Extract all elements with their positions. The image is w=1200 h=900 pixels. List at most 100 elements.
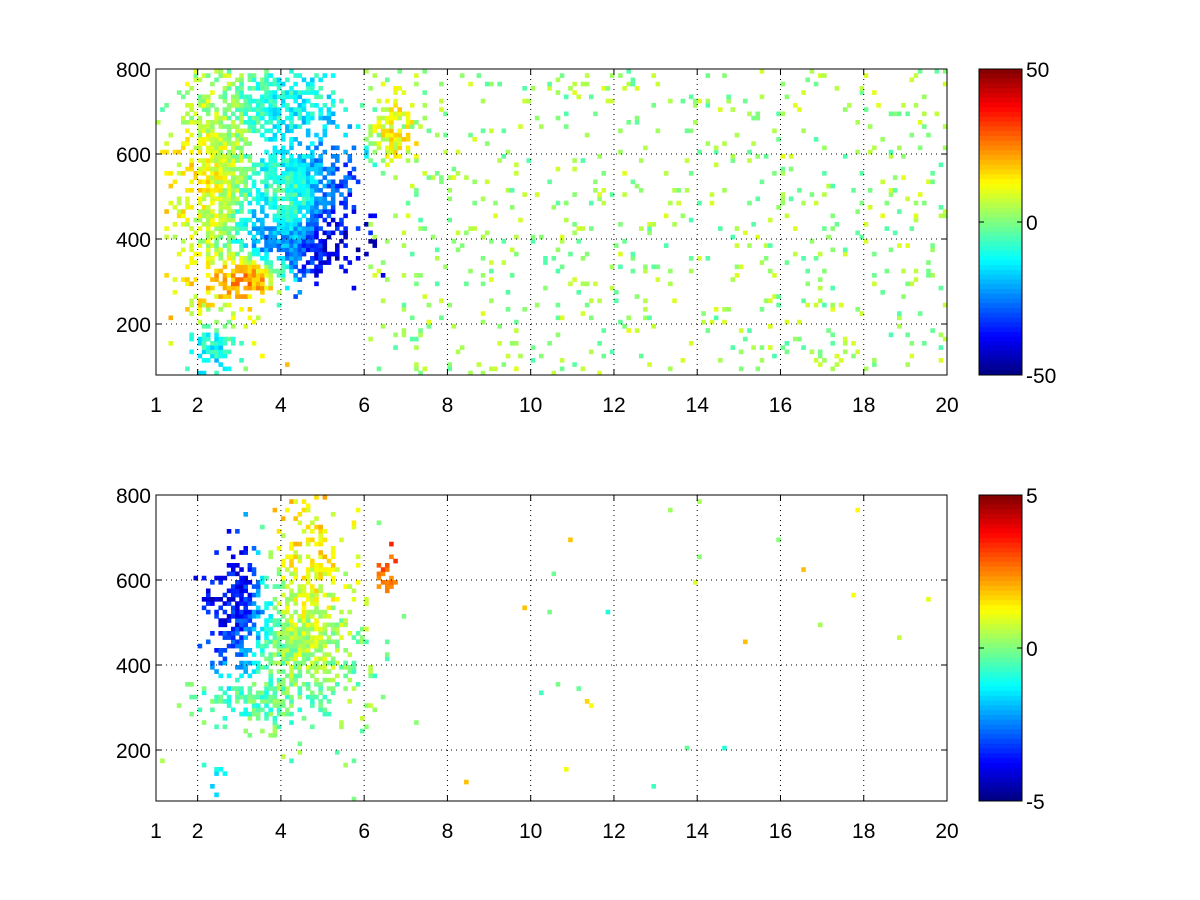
heatmap-cell-349 [222, 324, 228, 329]
heatmap-cell-47 [218, 694, 224, 700]
heatmap-cell-136 [197, 115, 203, 121]
heatmap-cell-2019 [897, 243, 902, 248]
heatmap-cell-317 [218, 217, 224, 223]
heatmap-cell-730 [264, 192, 269, 197]
heatmap-cell-106 [230, 584, 236, 589]
heatmap-cell-79 [189, 188, 194, 193]
heatmap-cell-186 [243, 512, 248, 517]
heatmap-cell-319 [218, 209, 224, 214]
heatmap-cell-346 [276, 584, 282, 589]
heatmap-cell-2044 [913, 200, 919, 206]
heatmap-cell-13 [201, 686, 207, 691]
heatmap-cell-629 [251, 251, 257, 257]
heatmap-cell-1908 [801, 90, 806, 95]
heatmap-cell-562 [243, 260, 248, 265]
heatmap-cell-257 [214, 370, 219, 376]
heatmap-cell-1263 [335, 188, 340, 193]
heatmap-cell-767 [268, 196, 273, 202]
heatmap-cell-63 [185, 90, 190, 95]
heatmap-cell-539 [239, 145, 244, 151]
heatmap-cell-559 [243, 273, 248, 278]
heatmap-cell-1072 [305, 239, 311, 244]
heatmap-cell-1807 [718, 107, 723, 112]
heatmap-cell-306 [218, 307, 224, 312]
heatmap-cell-1586 [514, 234, 519, 240]
heatmap-cell-176 [243, 609, 248, 615]
heatmap-cell-750 [264, 73, 269, 78]
heatmap-cell-254 [260, 652, 265, 657]
heatmap-cell-1327 [368, 230, 373, 236]
heatmap-cell-661 [326, 605, 332, 611]
heatmap-cell-1691 [601, 86, 607, 91]
heatmap-cell-543 [239, 120, 244, 125]
heatmap-cell-2076 [938, 162, 944, 168]
heatmap-cell-1897 [792, 226, 798, 231]
heatmap-cell-1326 [368, 239, 373, 244]
heatmap-cell-884 [280, 98, 286, 104]
x-tick-label-0: 1 [150, 820, 162, 843]
heatmap-cell-1847 [755, 154, 761, 159]
heatmap-cell-124 [235, 614, 240, 619]
heatmap-cell-334 [276, 669, 282, 674]
heatmap-cell-1507 [447, 217, 452, 223]
heatmap-cell-166 [201, 128, 207, 134]
heatmap-cell-536 [239, 158, 244, 163]
heatmap-cell-2050 [917, 120, 923, 125]
heatmap-cell-300 [268, 614, 273, 619]
heatmap-cell-180 [205, 302, 211, 308]
heatmap-cell-290 [214, 145, 219, 151]
heatmap-cell-272 [264, 643, 269, 649]
heatmap-cell-640 [322, 622, 328, 628]
heatmap-cell-1452 [414, 366, 419, 372]
heatmap-cell-553 [239, 73, 244, 78]
heatmap-cell-309 [218, 268, 224, 274]
heatmap-cell-412 [226, 192, 232, 197]
heatmap-cell-1463 [414, 120, 419, 125]
heatmap-cell-820 [272, 77, 278, 83]
heatmap-cell-1674 [588, 200, 594, 206]
heatmap-cell-1555 [489, 260, 494, 265]
heatmap-cell-872 [280, 179, 286, 185]
heatmap-cell-2035 [909, 341, 915, 346]
heatmap-cell-339 [218, 120, 224, 125]
heatmap-cell-285 [214, 166, 219, 172]
heatmap-cell-1357 [380, 324, 386, 329]
heatmap-cell-1439 [405, 137, 411, 142]
heatmap-cell-31 [176, 149, 182, 155]
heatmap-cell-1514 [451, 166, 457, 172]
heatmap-cell-1156 [314, 171, 319, 176]
heatmap-cell-707 [343, 762, 348, 768]
heatmap-cell-1714 [622, 86, 627, 91]
heatmap-cell-1065 [301, 98, 307, 104]
heatmap-cell-1875 [776, 137, 781, 142]
heatmap-cell-89 [226, 571, 232, 577]
heatmap-cell-43 [214, 575, 219, 581]
heatmap-cell-1733 [638, 226, 644, 231]
heatmap-cell-635 [322, 652, 328, 657]
heatmap-cell-621 [251, 319, 257, 325]
heatmap-cell-996 [293, 107, 298, 112]
heatmap-cell-1103 [310, 256, 315, 261]
colorbar-segment-61 [979, 360, 1022, 366]
heatmap-cell-1462 [414, 141, 419, 146]
heatmap-cell-1188 [318, 115, 323, 121]
heatmap-cell-250 [260, 699, 265, 704]
heatmap-cell-1576 [509, 341, 515, 346]
heatmap-cell-22 [172, 179, 178, 185]
heatmap-cell-1222 [326, 213, 332, 219]
heatmap-cell-324 [218, 188, 224, 193]
heatmap-cell-1285 [343, 226, 348, 231]
heatmap-cell-175 [243, 614, 248, 619]
heatmap-cell-584 [314, 609, 319, 615]
heatmap-cell-1050 [301, 196, 307, 202]
heatmap-cell-337 [218, 132, 224, 138]
heatmap-cell-1522 [459, 73, 465, 78]
heatmap-cell-627 [322, 711, 328, 717]
heatmap-cell-953 [289, 137, 294, 142]
heatmap-cell-1486 [430, 234, 436, 240]
heatmap-cell-340 [276, 635, 282, 640]
heatmap-cell-420 [226, 154, 232, 159]
colorbar-segment-59 [979, 351, 1022, 357]
heatmap-cell-298 [268, 626, 273, 632]
heatmap-cell-954 [289, 128, 294, 134]
